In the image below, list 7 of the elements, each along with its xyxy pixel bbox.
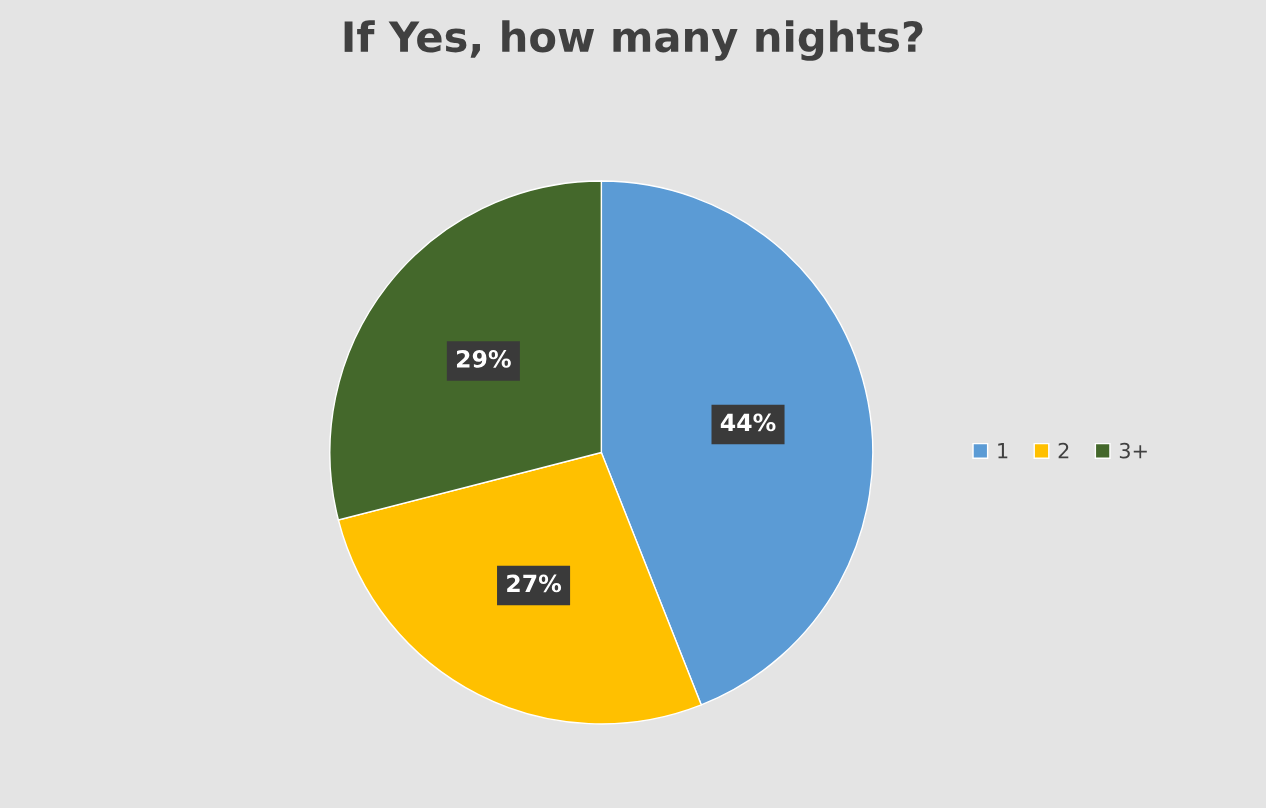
legend-label: 2 [1058,442,1069,459]
data-label: 29% [456,349,511,368]
data-label: 44% [720,413,776,432]
legend-label: 3+ [1119,442,1147,459]
data-label: 27% [507,574,562,593]
chart-title: If Yes, how many nights? [344,20,923,61]
legend-label: 1 [998,443,1008,459]
